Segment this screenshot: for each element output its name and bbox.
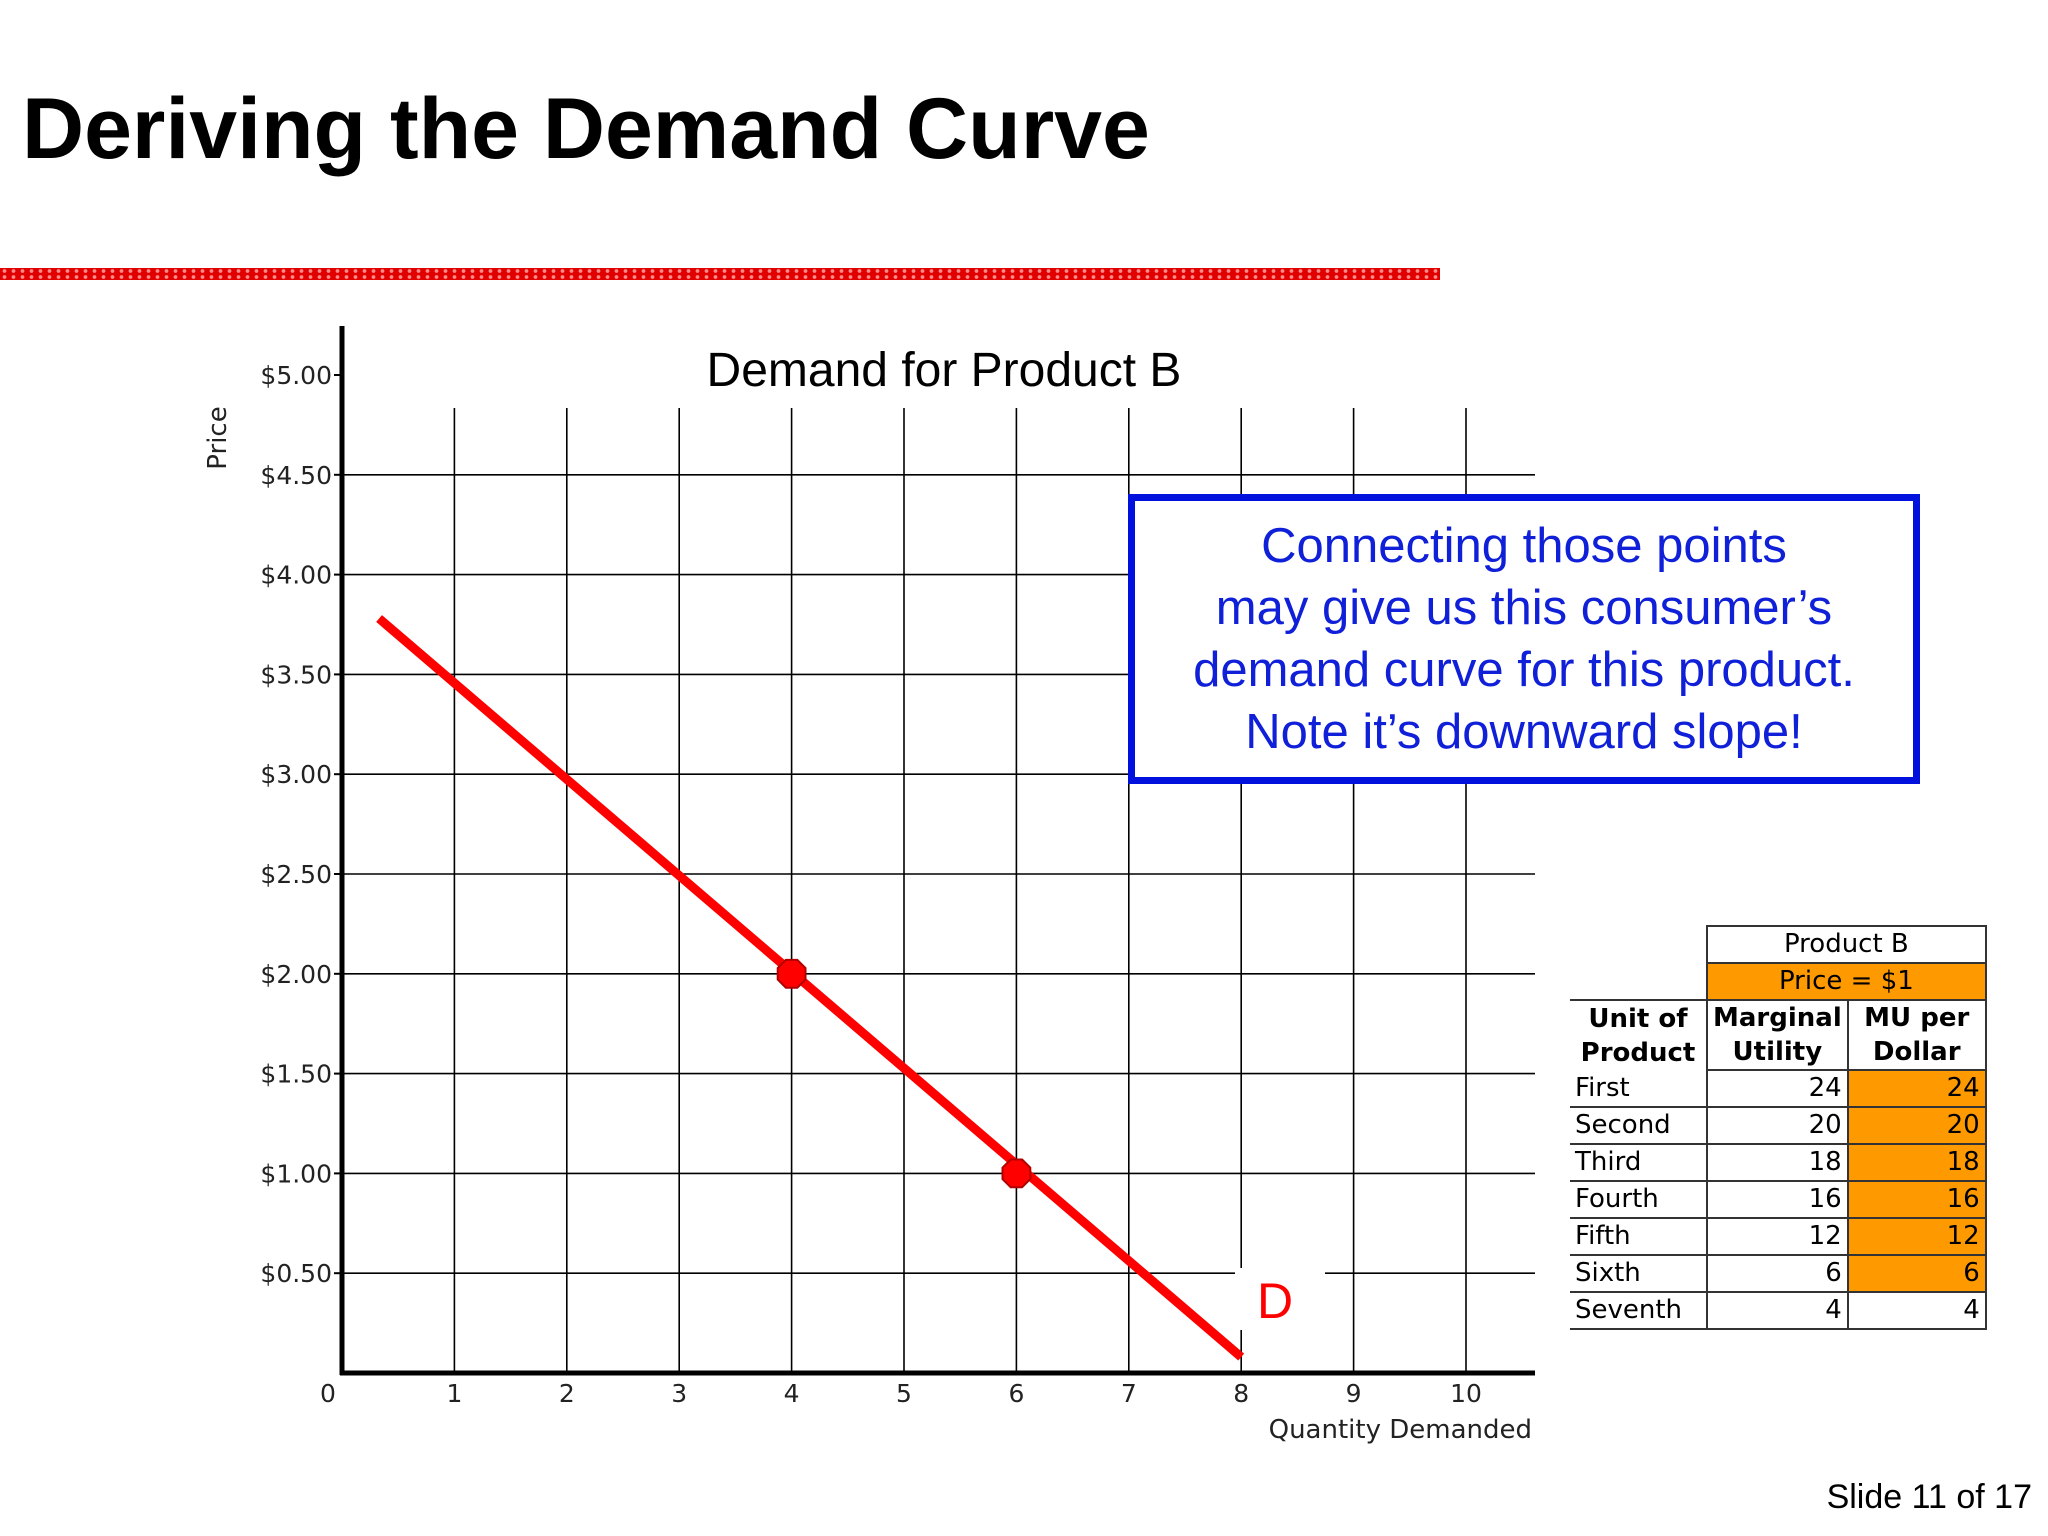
demand-point-marker [1001, 1158, 1032, 1189]
y-tick-label: $1.50 [260, 1060, 332, 1089]
callout-line: Note it’s downward slope! [1245, 705, 1803, 759]
table-row: First 24 24 [1570, 1069, 1987, 1108]
unit-cell: Second [1570, 1107, 1707, 1145]
x-tick-label: 3 [671, 1379, 687, 1408]
marginal-utility-cell: 12 [1706, 1217, 1849, 1256]
table-row: Third 18 18 [1570, 1143, 1987, 1182]
x-tick-label: 2 [559, 1379, 575, 1408]
y-tick-label: $4.00 [260, 561, 332, 590]
x-tick-label: 5 [896, 1379, 912, 1408]
header-line: Product [1580, 1037, 1696, 1068]
x-tick-label: 6 [1008, 1379, 1024, 1408]
y-tick-label: $4.50 [260, 461, 332, 490]
table-row: Fourth 16 16 [1570, 1180, 1987, 1219]
marginal-utility-cell: 6 [1706, 1254, 1849, 1293]
curve-label-d: D [1257, 1273, 1293, 1329]
table-row: Fifth 12 12 [1570, 1217, 1987, 1256]
table-row: Sixth 6 6 [1570, 1254, 1987, 1293]
header-line: Utility [1732, 1037, 1823, 1067]
y-tick-label: $0.50 [260, 1259, 332, 1288]
chart-series [376, 615, 1245, 1361]
x-tick-label: 10 [1450, 1379, 1482, 1408]
x-tick-label: 0 [320, 1379, 336, 1408]
callout-line: may give us this consumer’s [1215, 581, 1833, 635]
marginal-utility-table: Product B Price = $1 Unit of Product Mar… [1570, 925, 1987, 1330]
header-line: Unit of [1588, 1003, 1688, 1034]
x-tick-label: 8 [1233, 1379, 1249, 1408]
y-tick-label: $2.00 [260, 960, 332, 989]
x-tick-label: 9 [1346, 1379, 1362, 1408]
slide-title: Deriving the Demand Curve [22, 81, 1150, 177]
header-mu-per-dollar: MU per Dollar [1846, 999, 1987, 1071]
chart-axes [339, 326, 1535, 1376]
header-unit-of-product: Unit of Product [1570, 999, 1707, 1070]
curve-label-background [1235, 1268, 1325, 1330]
callout-box: Connecting those points may give us this… [1128, 494, 1920, 784]
header-line: Marginal [1713, 1003, 1842, 1033]
table-product-title: Product B [1706, 925, 1987, 964]
mu-per-dollar-cell: 16 [1846, 1180, 1987, 1219]
y-tick-label: $5.00 [260, 361, 332, 390]
unit-cell: First [1570, 1070, 1707, 1108]
x-axis-title: Quantity Demanded [1269, 1415, 1532, 1445]
table-title-row: Product B [1570, 925, 1987, 964]
table-price-label: Price = $1 [1706, 962, 1987, 1001]
chart-ticks: $5.00 $4.50 $4.00 $3.50 $3.00 $2.50 $2.00 $1.50… [260, 361, 1481, 1408]
callout-line: Connecting those points [1261, 519, 1787, 573]
header-marginal-utility: Marginal Utility [1706, 999, 1849, 1071]
demand-point-marker [776, 958, 807, 989]
table-blank-cell [1570, 963, 1707, 1000]
x-tick-label: 1 [446, 1379, 462, 1408]
mu-per-dollar-cell: 4 [1846, 1291, 1987, 1330]
unit-cell: Sixth [1570, 1255, 1707, 1293]
y-axis-title: Price [203, 406, 233, 469]
marginal-utility-cell: 20 [1706, 1106, 1849, 1145]
table-row: Second 20 20 [1570, 1106, 1987, 1145]
x-tick-label: 7 [1121, 1379, 1137, 1408]
marginal-utility-cell: 24 [1706, 1069, 1849, 1108]
x-tick-label: 4 [784, 1379, 800, 1408]
callout-text: Connecting those points may give us this… [1193, 515, 1855, 763]
marginal-utility-cell: 18 [1706, 1143, 1849, 1182]
table-price-row: Price = $1 [1570, 962, 1987, 1001]
demand-curve-line [376, 615, 1245, 1361]
header-line: MU per [1864, 1003, 1970, 1033]
slide-number: Slide 11 of 17 [1826, 1478, 2032, 1516]
callout-line: demand curve for this product. [1193, 643, 1855, 697]
mu-per-dollar-cell: 18 [1846, 1143, 1987, 1182]
table-row: Seventh 4 4 [1570, 1291, 1987, 1330]
y-tick-label: $2.50 [260, 860, 332, 889]
title-divider [0, 268, 1440, 280]
mu-per-dollar-cell: 12 [1846, 1217, 1987, 1256]
mu-per-dollar-cell: 6 [1846, 1254, 1987, 1293]
y-tick-label: $3.50 [260, 660, 332, 689]
header-line: Dollar [1872, 1037, 1961, 1067]
unit-cell: Fourth [1570, 1181, 1707, 1219]
table-header-row: Unit of Product Marginal Utility MU per … [1570, 999, 1987, 1071]
y-tick-label: $1.00 [260, 1159, 332, 1188]
y-tick-label: $3.00 [260, 760, 332, 789]
unit-cell: Fifth [1570, 1218, 1707, 1256]
marginal-utility-cell: 16 [1706, 1180, 1849, 1219]
mu-per-dollar-cell: 20 [1846, 1106, 1987, 1145]
unit-cell: Seventh [1570, 1292, 1707, 1330]
chart-title: Demand for Product B [707, 344, 1182, 397]
mu-per-dollar-cell: 24 [1846, 1069, 1987, 1108]
unit-cell: Third [1570, 1144, 1707, 1182]
marginal-utility-cell: 4 [1706, 1291, 1849, 1330]
table-blank-cell [1570, 926, 1707, 963]
